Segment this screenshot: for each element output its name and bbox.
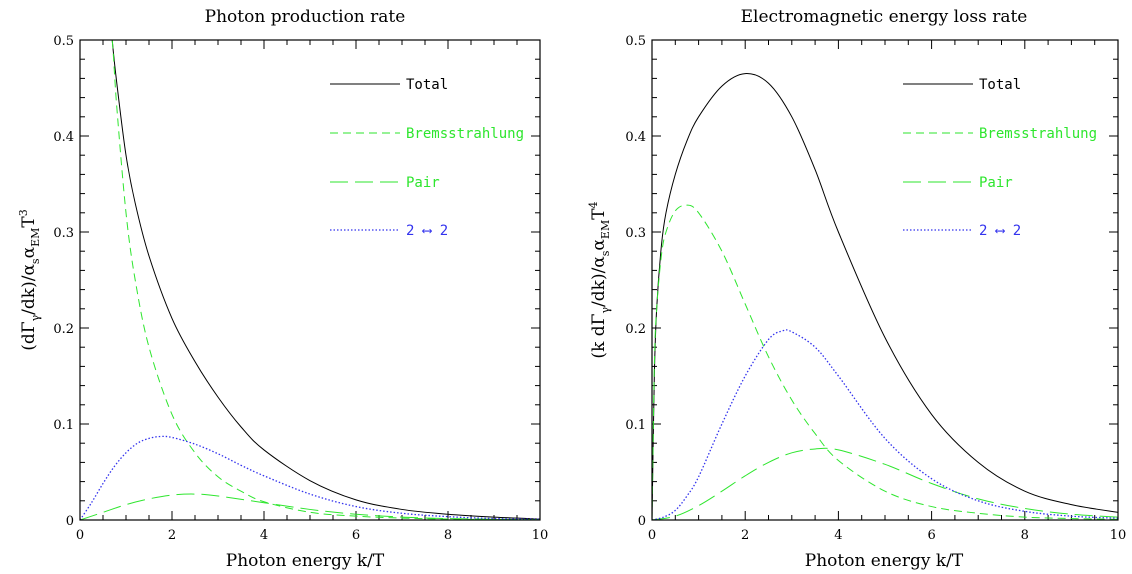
legend-label-total: Total: [406, 77, 448, 93]
x-axis-label: Photon energy k/T: [226, 551, 385, 571]
axis-ticks: 0 2 4 6 8 10 0 0.1 0.2 0.3 0.4 0.5: [53, 34, 548, 543]
y-tick-label: 0.3: [53, 226, 74, 241]
legend-label-total: Total: [979, 77, 1021, 93]
plot-frame: [651, 39, 1119, 521]
series-group: [80, 40, 540, 520]
series-line-total: [111, 40, 540, 520]
chart-panel-right: Electromagnetic energy loss rate (k dΓγ/…: [587, 7, 1126, 571]
x-tick-label: 2: [741, 528, 749, 543]
legend-label-bremsstrahlung: Bremsstrahlung: [979, 126, 1097, 142]
axis-ticks: 0 2 4 6 8 10 0 0.1 0.2 0.3 0.4 0.5: [625, 34, 1126, 543]
y-tick-label: 0.1: [53, 418, 74, 433]
y-tick-label: 0.3: [625, 226, 646, 241]
series-line-pair: [80, 493, 540, 520]
y-label-power: 3: [17, 209, 30, 216]
y-tick-label: 0.5: [53, 34, 74, 49]
y-label-power: 4: [587, 201, 600, 208]
y-label-em: EM: [599, 220, 612, 239]
y-label-alpha: α: [589, 239, 609, 251]
y-label-s: s: [29, 258, 42, 264]
y-label-em: EM: [29, 228, 42, 247]
y-axis-label: (k dΓγ/dk)/αsαEMT4: [587, 201, 612, 358]
series-line-2to2: [652, 329, 1118, 520]
x-tick-label: 4: [260, 528, 268, 543]
legend-label-2to2: 2 ⟷ 2: [979, 223, 1021, 239]
y-label-s: s: [599, 250, 612, 256]
series-line-pair: [652, 447, 1118, 520]
series-line-bremsstrahlung: [652, 204, 1118, 520]
y-tick-label: 0: [638, 514, 646, 529]
x-tick-label: 6: [927, 528, 935, 543]
chart-title: Photon production rate: [205, 7, 406, 27]
y-tick-label: 0.1: [625, 418, 646, 433]
x-axis-label: Photon energy k/T: [805, 551, 964, 571]
y-tick-label: 0.2: [53, 322, 74, 337]
series-line-bremsstrahlung: [111, 40, 540, 520]
y-label-alpha: α: [19, 246, 39, 258]
y-label-t: T: [589, 208, 609, 220]
y-label-gamma: γ: [599, 307, 612, 314]
y-label-open: (dΓ: [19, 321, 39, 351]
y-label-mid: /dk)/α: [19, 264, 39, 315]
legend-label-pair: Pair: [406, 175, 440, 191]
legend-label-pair: Pair: [979, 175, 1013, 191]
y-tick-label: 0: [66, 514, 74, 529]
chart-title: Electromagnetic energy loss rate: [741, 7, 1028, 27]
x-tick-label: 10: [1110, 528, 1127, 543]
chart-panel-left: Photon production rate (dΓγ/dk)/αsαEMT3 …: [17, 7, 548, 571]
x-tick-label: 4: [834, 528, 842, 543]
y-axis-label: (dΓγ/dk)/αsαEMT3: [17, 209, 42, 350]
y-label-t: T: [19, 216, 39, 228]
legend-label-bremsstrahlung: Bremsstrahlung: [406, 126, 524, 142]
y-label-mid: /dk)/α: [589, 256, 609, 307]
legend-label-2to2: 2 ⟷ 2: [406, 223, 448, 239]
legend: Total Bremsstrahlung Pair 2 ⟷ 2: [903, 77, 1097, 239]
y-label-open: (k dΓ: [589, 313, 609, 358]
series-group: [652, 73, 1118, 520]
series-line-total: [652, 73, 1118, 520]
x-tick-label: 10: [532, 528, 549, 543]
x-tick-label: 2: [168, 528, 176, 543]
series-line-2to2: [80, 435, 540, 520]
y-tick-label: 0.4: [53, 130, 74, 145]
y-tick-label: 0.2: [625, 322, 646, 337]
y-tick-label: 0.4: [625, 130, 646, 145]
legend: Total Bremsstrahlung Pair 2 ⟷ 2: [330, 77, 524, 239]
plot-frame: [79, 39, 541, 521]
x-tick-label: 0: [648, 528, 656, 543]
x-tick-label: 8: [1021, 528, 1029, 543]
x-tick-label: 0: [76, 528, 84, 543]
x-tick-label: 6: [352, 528, 360, 543]
y-label-gamma: γ: [29, 314, 42, 321]
y-tick-label: 0.5: [625, 34, 646, 49]
x-tick-label: 8: [444, 528, 452, 543]
